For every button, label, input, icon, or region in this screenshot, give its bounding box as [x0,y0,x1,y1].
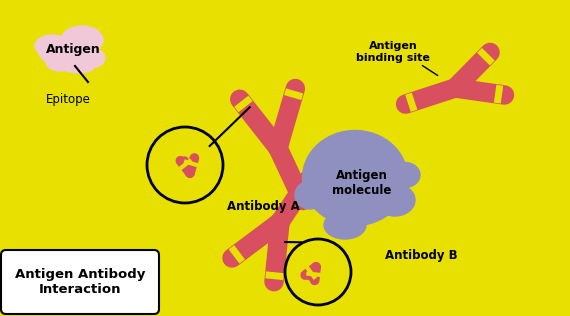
Ellipse shape [375,184,415,216]
Text: Antibody B: Antibody B [385,248,458,262]
Text: Antigen
molecule: Antigen molecule [332,169,392,197]
Ellipse shape [352,137,388,162]
Ellipse shape [295,181,325,209]
Text: Epitope: Epitope [46,93,91,106]
Ellipse shape [60,57,96,73]
Ellipse shape [324,211,366,239]
Text: Antigen
binding site: Antigen binding site [356,41,430,63]
Text: Antigen: Antigen [46,44,100,57]
Text: Antigen Antibody
Interaction: Antigen Antibody Interaction [15,268,145,296]
Ellipse shape [390,162,420,187]
Ellipse shape [39,37,97,67]
Text: Antibody A: Antibody A [227,200,299,213]
Ellipse shape [61,26,103,54]
FancyBboxPatch shape [1,250,159,314]
Ellipse shape [46,53,74,71]
Ellipse shape [303,131,408,226]
Ellipse shape [35,35,69,57]
Ellipse shape [75,48,105,68]
